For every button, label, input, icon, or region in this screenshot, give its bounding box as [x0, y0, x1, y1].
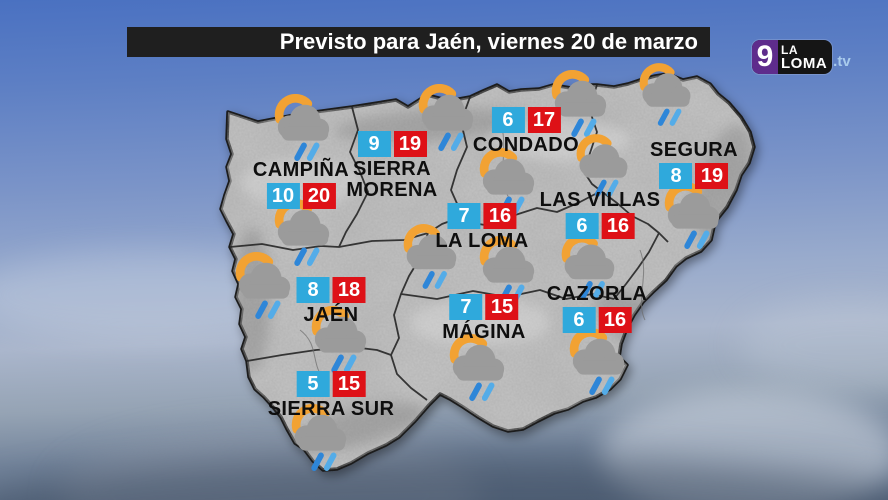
max-temp-badge: 16: [598, 307, 632, 333]
max-temp-badge: 16: [601, 213, 635, 239]
region-name: SEGURA: [650, 139, 738, 161]
region-magina: MÁGINA 7 15: [442, 294, 526, 343]
temperature-badges: 8 18: [296, 277, 366, 303]
min-temp-badge: 7: [447, 203, 481, 229]
channel-logo-box: 9 LA LOMA: [752, 40, 833, 74]
temperature-badges: 6 16: [562, 307, 632, 333]
max-temp-badge: 18: [332, 277, 366, 303]
region-name: CAZORLA: [546, 283, 648, 305]
max-temp-badge: 19: [695, 163, 729, 189]
min-temp-badge: 10: [266, 183, 300, 209]
region-name: JAÉN: [303, 304, 359, 326]
region-sierra-morena: SIERRA MORENA 9 19: [339, 131, 445, 201]
temperature-badges: 5 15: [296, 371, 366, 397]
max-temp-badge: 20: [302, 183, 336, 209]
min-temp-badge: 6: [491, 107, 525, 133]
min-temp-badge: 6: [565, 213, 599, 239]
min-temp-badge: 5: [296, 371, 330, 397]
max-temp-badge: 17: [527, 107, 561, 133]
temperature-badges: 8 19: [659, 163, 729, 189]
region-name: CONDADO: [472, 134, 580, 156]
min-temp-badge: 6: [562, 307, 596, 333]
region-name: CAMPIÑA: [252, 159, 350, 181]
region-name: LAS VILLAS: [539, 189, 661, 211]
logo-text: LA LOMA: [778, 40, 832, 74]
region-name: LA LOMA: [435, 230, 529, 252]
min-temp-badge: 8: [659, 163, 693, 189]
max-temp-badge: 15: [485, 294, 519, 320]
region-la-loma: LA LOMA 7 16: [435, 203, 528, 252]
region-segura: SEGURA 8 19: [650, 140, 738, 189]
min-temp-badge: 8: [296, 277, 330, 303]
temperature-badges: 10 20: [266, 183, 336, 209]
region-jaen: JAÉN 8 18: [296, 277, 366, 326]
region-name: MÁGINA: [442, 321, 526, 343]
channel-logo: 9 LA LOMA .tv: [752, 40, 851, 74]
logo-loma: LOMA: [781, 54, 828, 72]
region-name: SIERRA SUR: [267, 398, 395, 420]
region-cazorla: CAZORLA 6 16: [547, 284, 648, 333]
temperature-badges: 9 19: [357, 131, 427, 157]
logo-la: LA: [781, 42, 798, 57]
temperature-badges: 6 16: [565, 213, 635, 239]
temperature-badges: 7 16: [447, 203, 517, 229]
logo-tv-suffix: .tv: [833, 53, 851, 70]
max-temp-badge: 15: [332, 371, 366, 397]
max-temp-badge: 19: [393, 131, 427, 157]
min-temp-badge: 9: [357, 131, 391, 157]
region-campina: CAMPIÑA 10 20: [253, 160, 349, 209]
temperature-badges: 7 15: [449, 294, 519, 320]
min-temp-badge: 7: [449, 294, 483, 320]
region-name: SIERRA MORENA: [346, 158, 438, 201]
logo-nine: 9: [752, 40, 778, 74]
max-temp-badge: 16: [483, 203, 517, 229]
temperature-badges: 6 17: [491, 107, 561, 133]
region-condado: CONDADO 6 17: [473, 107, 579, 156]
region-las-villas: LAS VILLAS 6 16: [540, 190, 661, 239]
region-sierra-sur: SIERRA SUR 5 15: [268, 371, 395, 420]
forecast-title-bar: Previsto para Jaén, viernes 20 de marzo: [127, 27, 710, 57]
